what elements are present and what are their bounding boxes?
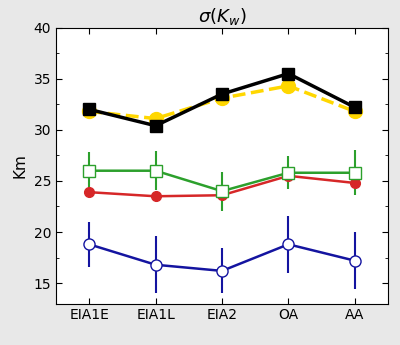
Y-axis label: Km: Km	[13, 153, 28, 178]
Title: $\sigma(K_w)$: $\sigma(K_w)$	[198, 6, 246, 27]
